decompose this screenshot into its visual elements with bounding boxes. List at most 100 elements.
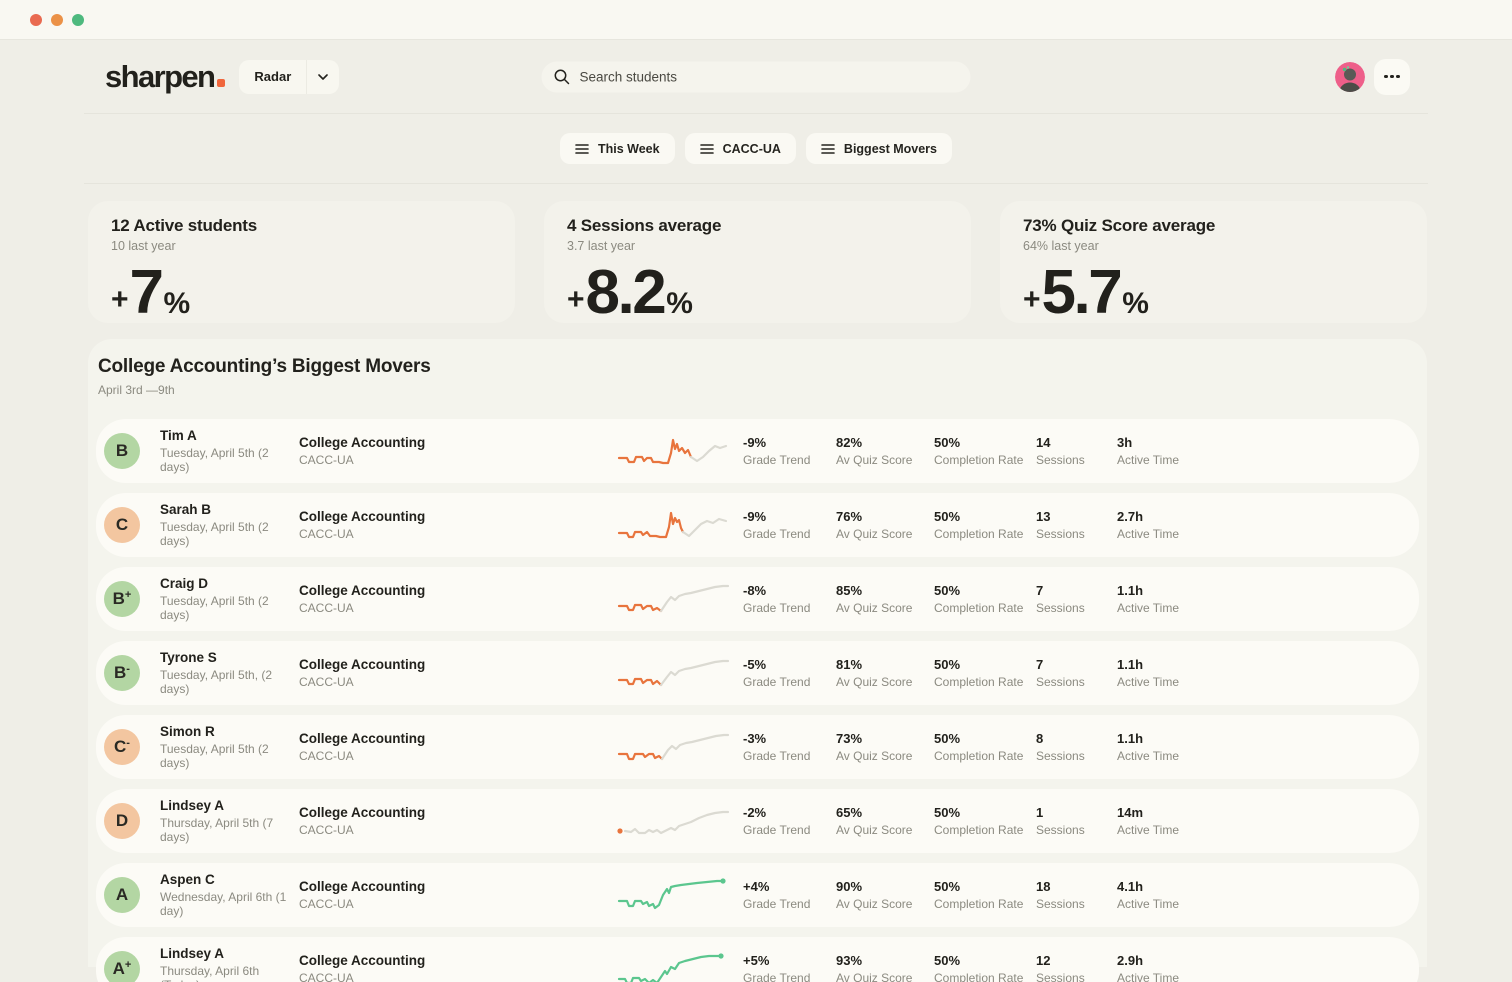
quiz-score-stat: 82% Av Quiz Score [836, 435, 934, 467]
completion-rate-label: Completion Rate [934, 453, 1024, 467]
grade-trend-label: Grade Trend [743, 823, 811, 837]
grade-trend-stat: +4% Grade Trend [743, 879, 836, 911]
course-code: CACC-UA [299, 749, 354, 763]
logo-text: sharpen [105, 58, 216, 94]
filter-chip-label: CACC-UA [722, 141, 781, 156]
traffic-light-close[interactable] [30, 13, 42, 26]
active-time-stat: 1.1h Active Time [1117, 583, 1419, 615]
student-info: Craig D Tuesday, April 5th (2 days) [160, 576, 299, 622]
stat-card-title: 4 Sessions average [567, 216, 722, 235]
sessions-label: Sessions [1036, 601, 1085, 615]
search-bar[interactable] [541, 61, 971, 92]
radar-dropdown[interactable]: Radar [239, 59, 340, 94]
sessions-label: Sessions [1036, 823, 1085, 837]
quiz-score-stat: 73% Av Quiz Score [836, 731, 934, 763]
course-code: CACC-UA [299, 897, 354, 911]
stat-card-value: + 8.2 % [567, 258, 693, 327]
completion-rate-value: 50% [934, 731, 961, 746]
completion-rate-label: Completion Rate [934, 749, 1024, 763]
sessions-label: Sessions [1036, 897, 1085, 911]
grade-letter: C [115, 515, 129, 534]
student-date: Thursday, April 6th (Today) [160, 964, 260, 982]
filter-chip-cacc-ua[interactable]: CACC-UA [684, 133, 796, 164]
grade-trend-label: Grade Trend [743, 971, 811, 982]
completion-rate-value: 50% [934, 509, 961, 524]
quiz-score-stat: 90% Av Quiz Score [836, 879, 934, 911]
stat-card-active-students: 12 Active students 10 last year + 7 % [88, 201, 515, 324]
grade-trend-stat: -3% Grade Trend [743, 731, 836, 763]
student-row[interactable]: C- Simon R Tuesday, April 5th (2 days) C… [96, 715, 1419, 779]
student-info: Tim A Tuesday, April 5th (2 days) [160, 428, 299, 474]
chevron-down-icon[interactable] [307, 73, 339, 80]
quiz-score-value: 90% [836, 879, 863, 894]
sessions-value: 12 [1036, 953, 1051, 968]
active-time-value: 2.7h [1117, 509, 1144, 524]
completion-rate-value: 50% [934, 805, 961, 820]
grade-trend-value: -9% [743, 509, 767, 524]
filter-chip-this-week[interactable]: This Week [559, 133, 675, 164]
filter-chip-biggest-movers[interactable]: Biggest Movers [805, 133, 953, 164]
student-info: Sarah B Tuesday, April 5th (2 days) [160, 502, 299, 548]
header-divider [84, 113, 1428, 114]
course-name: College Accounting [299, 435, 426, 450]
radar-dropdown-label[interactable]: Radar [254, 69, 292, 84]
student-row[interactable]: B Tim A Tuesday, April 5th (2 days) Coll… [96, 419, 1419, 483]
active-time-label: Active Time [1117, 675, 1180, 689]
filter-chip-label: This Week [597, 141, 660, 156]
grade-letter: B [112, 589, 125, 608]
active-time-stat: 4.1h Active Time [1117, 879, 1419, 911]
course-info: College Accounting CACC-UA [299, 509, 615, 541]
quiz-score-label: Av Quiz Score [836, 453, 913, 467]
student-date: Tuesday, April 5th (2 days) [160, 594, 269, 622]
course-code: CACC-UA [299, 527, 354, 541]
stat-card-subtitle: 10 last year [111, 239, 176, 253]
active-time-value: 1.1h [1117, 731, 1144, 746]
quiz-score-stat: 93% Av Quiz Score [836, 953, 934, 982]
quiz-score-value: 65% [836, 805, 863, 820]
sessions-value: 7 [1036, 583, 1044, 598]
student-row[interactable]: B + Craig D Tuesday, April 5th (2 days) C… [96, 567, 1419, 631]
student-row[interactable]: A+ Lindsey A Thursday, April 6th (Today)… [96, 937, 1419, 982]
grade-trend-stat: -9% Grade Trend [743, 509, 836, 541]
quiz-score-label: Av Quiz Score [836, 601, 913, 615]
sessions-value: 7 [1036, 657, 1044, 672]
traffic-light-zoom[interactable] [72, 13, 84, 26]
completion-rate-label: Completion Rate [934, 601, 1024, 615]
student-row[interactable]: D Lindsey A Thursday, April 5th (7 days)… [96, 789, 1419, 853]
sessions-label: Sessions [1036, 675, 1085, 689]
quiz-score-stat: 85% Av Quiz Score [836, 583, 934, 615]
active-time-stat: 3h Active Time [1117, 435, 1419, 467]
completion-rate-stat: 50% Completion Rate [934, 657, 1036, 689]
active-time-stat: 14m Active Time [1117, 805, 1419, 837]
quiz-score-label: Av Quiz Score [836, 749, 913, 763]
quiz-score-value: 76% [836, 509, 863, 524]
student-row[interactable]: A Aspen C Wednesday, April 6th (1 day) C… [96, 863, 1419, 927]
completion-rate-label: Completion Rate [934, 897, 1024, 911]
traffic-light-minimize[interactable] [51, 13, 63, 26]
search-icon [554, 68, 571, 85]
filter-divider [84, 183, 1428, 184]
sessions-value: 14 [1036, 435, 1051, 450]
completion-rate-label: Completion Rate [934, 527, 1024, 541]
filter-bar: This Week CACC-UA Biggest Movers [0, 114, 1512, 183]
student-row[interactable]: C Sarah B Tuesday, April 5th (2 days) Co… [96, 493, 1419, 557]
student-name: Tyrone S [160, 650, 217, 665]
grade-letter: D [115, 811, 129, 830]
grade-trend-value: -2% [743, 805, 767, 820]
stat-card-title: 73% Quiz Score average [1023, 216, 1216, 235]
student-row[interactable]: B- Tyrone S Tuesday, April 5th, (2 days)… [96, 641, 1419, 705]
completion-rate-value: 50% [934, 953, 961, 968]
ellipsis-menu-button[interactable] [1374, 58, 1410, 95]
grade-letter: B [114, 663, 127, 682]
search-input[interactable] [579, 69, 959, 84]
grade-trend-sparkline [617, 878, 726, 910]
active-time-label: Active Time [1117, 601, 1180, 615]
active-time-value: 3h [1117, 435, 1133, 450]
course-info: College Accounting CACC-UA [299, 731, 615, 763]
grade-trend-stat: +5% Grade Trend [743, 953, 836, 982]
sessions-label: Sessions [1036, 971, 1085, 982]
quiz-score-stat: 81% Av Quiz Score [836, 657, 934, 689]
filter-icon [699, 143, 714, 154]
avatar[interactable] [1335, 61, 1365, 92]
grade-trend-sparkline [617, 733, 730, 761]
